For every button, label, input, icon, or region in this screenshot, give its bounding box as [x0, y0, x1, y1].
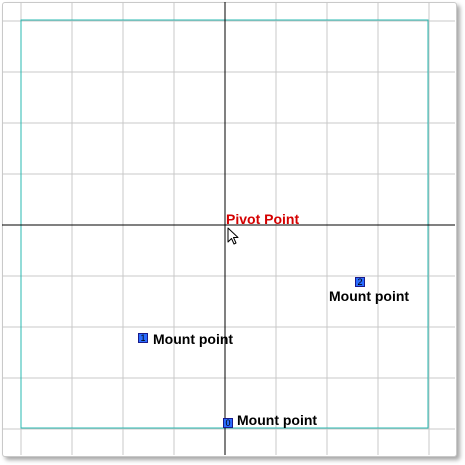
mount-point-marker-1[interactable]: 1: [138, 333, 148, 343]
mouse-cursor-icon: [227, 227, 239, 245]
pivot-point-label: Pivot Point: [226, 211, 300, 227]
mount-point-marker-2[interactable]: 2: [355, 277, 365, 287]
mount-point-label-1: Mount point: [153, 331, 234, 347]
mount-point-label-0: Mount point: [237, 412, 318, 428]
mount-point-marker-0[interactable]: 0: [223, 418, 233, 428]
mount-point-label-2: Mount point: [329, 288, 410, 304]
